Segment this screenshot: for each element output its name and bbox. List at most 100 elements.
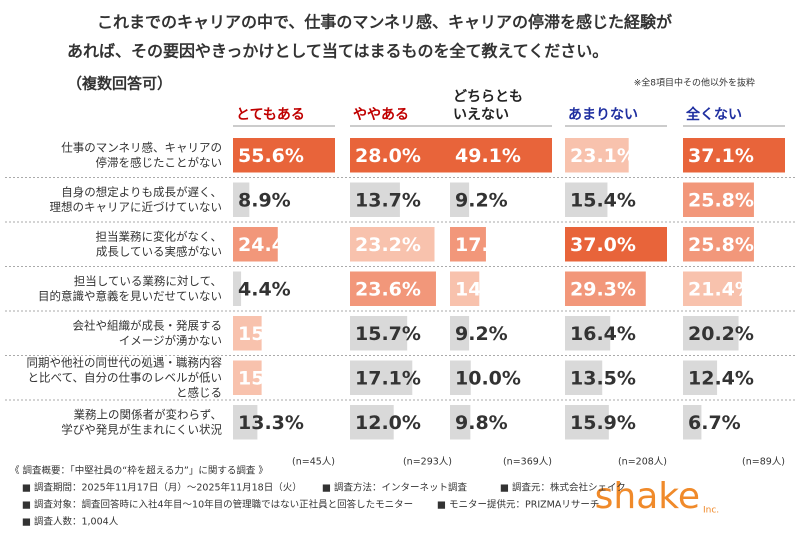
chart-title: これまでのキャリアの中で、仕事のマンネリ感、キャリアの停滞を感じた経験が [97, 13, 672, 32]
value-label: 23.2% [355, 234, 421, 256]
value-label: 29.3% [570, 278, 636, 300]
footer-text: ■ 調査人数：1,004人 [22, 516, 119, 528]
row-label: 停滞を感じたことがない [96, 155, 223, 169]
row-label: と比べて、自分の仕事のレベルが低い [28, 370, 222, 384]
bar [565, 271, 646, 306]
bar [450, 360, 471, 395]
value-label: 15.7% [355, 323, 421, 345]
value-label: 49.1% [455, 145, 521, 167]
bar [565, 405, 609, 440]
row-label: 同期や他社の同世代の処遇・職務内容 [27, 355, 223, 369]
row-label: 担当業務に変化がなく、 [96, 229, 223, 243]
row-label: 目的意識や意義を見いだせていない [38, 289, 222, 303]
row-label: イメージが湧かない [119, 333, 222, 347]
value-label: 15.4% [570, 189, 636, 211]
bar [450, 316, 470, 351]
value-label: 55.6% [238, 145, 304, 167]
bar [565, 182, 608, 217]
bar [350, 360, 413, 395]
bar [683, 227, 754, 262]
value-label: 20.2% [688, 323, 754, 345]
column-header: どちらとも [453, 89, 523, 105]
row-label: 理想のキャリアに近づけていない [50, 200, 223, 214]
value-label: 13.7% [355, 189, 421, 211]
sample-size: (n=208人) [618, 457, 667, 468]
subtitle: （複数回答可） [67, 75, 172, 93]
bar [565, 227, 667, 262]
value-label: 8.9% [238, 189, 291, 211]
row-label: 仕事のマンネリ感、キャリアの [61, 140, 222, 154]
value-label: 13.3% [238, 412, 304, 434]
bar [683, 138, 785, 173]
bar [450, 138, 552, 173]
logo: shake [595, 476, 700, 517]
bar [450, 271, 480, 306]
value-label: 6.7% [688, 412, 741, 434]
column-header: あまりない [568, 107, 638, 123]
bar [565, 360, 603, 395]
row-label: 学びや発見が生まれにくい状況 [61, 422, 222, 436]
bar [233, 360, 262, 395]
row-label: 業務上の関係者が変わらず、 [74, 407, 222, 421]
bar [683, 360, 718, 395]
footer-text: ■ 調査方法：インターネット調査 [322, 482, 467, 494]
column-header: いえない [453, 107, 509, 123]
value-label: 17.3% [455, 234, 521, 256]
bar [350, 182, 400, 217]
column-header: ややある [353, 107, 409, 123]
chart-title: あれば、その要因やきっかけとして当てはまるものを全て教えてください。 [67, 42, 608, 61]
bar [565, 316, 611, 351]
value-label: 23.1% [570, 145, 636, 167]
row-label: 会社や組織が成長・発展する [73, 318, 223, 332]
bar [233, 405, 258, 440]
bar [233, 316, 262, 351]
row-label: 自身の想定よりも成長が遅く、 [61, 185, 222, 199]
note: ※全8項目中その他以外を抜粋 [634, 77, 755, 89]
footer-text: ■ 調査元：株式会社シェイク [500, 482, 626, 494]
value-label: 13.5% [570, 367, 636, 389]
bar [350, 227, 435, 262]
footer-text: 《 調査概要：「中堅社員の“枠を超える力”」に関する調査 》 [10, 465, 268, 477]
bar [233, 271, 242, 306]
value-label: 12.0% [355, 412, 421, 434]
value-label: 16.4% [570, 323, 636, 345]
bar [683, 271, 742, 306]
row-label: 成長している実感がない [96, 244, 222, 258]
value-label: 28.0% [355, 145, 421, 167]
sample-size: (n=89人) [742, 457, 785, 468]
value-label: 37.1% [688, 145, 754, 167]
sample-size: (n=369人) [503, 457, 552, 468]
value-label: 15.9% [570, 412, 636, 434]
logo-sub: Inc. [703, 506, 719, 516]
value-label: 12.4% [688, 367, 754, 389]
bar [350, 405, 394, 440]
row-label: 担当している業務に対して、 [74, 274, 222, 288]
bar [565, 138, 629, 173]
value-label: 14.1% [455, 278, 521, 300]
value-label: 15.6% [238, 367, 304, 389]
sample-size: (n=293人) [403, 457, 452, 468]
value-label: 4.4% [238, 278, 291, 300]
bar [350, 271, 436, 306]
value-label: 9.8% [455, 412, 508, 434]
footer-text: ■ 調査対象：調査回答時に入社4年目～10年目の管理職ではない正社員と回答したモ… [22, 499, 413, 511]
bar [233, 227, 278, 262]
column-header: とてもある [236, 107, 305, 123]
column-header: 全くない [685, 106, 742, 123]
bar [683, 316, 739, 351]
sample-size: (n=45人) [292, 457, 335, 468]
bar [350, 316, 408, 351]
bar [683, 182, 754, 217]
value-label: 21.4% [688, 278, 754, 300]
bar [350, 138, 452, 173]
bar [233, 138, 335, 173]
bar [233, 182, 250, 217]
bar [683, 405, 702, 440]
footer-text: ■ 調査期間：2025年11月17日（月）～2025年11月18日（火） [22, 482, 302, 494]
value-label: 25.8% [688, 189, 754, 211]
bar [450, 405, 471, 440]
value-label: 10.0% [455, 367, 521, 389]
bar [450, 227, 486, 262]
value-label: 9.2% [455, 189, 508, 211]
